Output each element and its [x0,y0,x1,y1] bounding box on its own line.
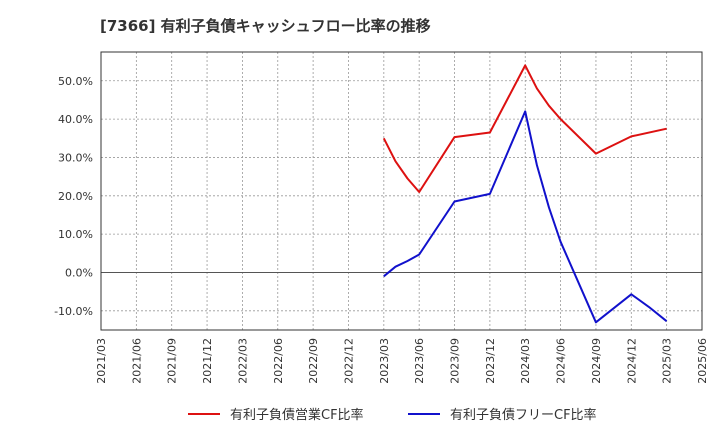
series-line-1 [382,64,667,193]
x-tick-label: 2024/12 [625,338,638,384]
series-layer [382,64,668,324]
x-tick-label: 2021/09 [166,338,179,384]
plot-frame [100,51,703,331]
x-tick-label: 2022/09 [307,338,320,384]
x-tick-label: 2023/03 [378,338,391,384]
chart-title: [7366] 有利子負債キャッシュフロー比率の推移 [100,17,431,35]
x-tick-label: 2021/03 [95,338,108,384]
legend-label: 有利子負債営業CF比率 [230,407,364,423]
legend: 有利子負債営業CF比率 有利子負債フリーCF比率 [188,407,597,423]
x-axis-ticks: 2021/03 2021/06 2021/09 2021/12 2022/03 2022/… [95,338,709,384]
x-tick-label: 2023/06 [413,338,426,384]
series-line-2 [383,110,668,324]
x-tick-label: 2021/12 [201,338,214,384]
x-tick-label: 2022/03 [236,338,249,384]
x-tick-label: 2021/06 [130,338,143,384]
y-tick-label: -10.0% [54,305,93,318]
y-tick-label: 0.0% [65,266,93,279]
x-tick-label: 2022/12 [342,338,355,384]
x-tick-label: 2024/09 [590,338,603,384]
x-tick-label: 2024/06 [555,338,568,384]
y-tick-label: 20.0% [58,190,93,203]
y-tick-label: 50.0% [58,75,93,88]
legend-label: 有利子負債フリーCF比率 [450,407,597,423]
x-tick-label: 2024/03 [519,338,532,384]
x-tick-label: 2023/09 [449,338,462,384]
x-tick-label: 2022/06 [272,338,285,384]
y-tick-label: 40.0% [58,113,93,126]
grid [100,52,703,330]
x-tick-label: 2025/06 [696,338,709,384]
y-tick-label: 30.0% [58,151,93,164]
y-axis-ticks: -10.0% 0.0% 10.0% 20.0% 30.0% 40.0% 50.0% [54,75,93,318]
y-tick-label: 10.0% [58,228,93,241]
x-tick-label: 2023/12 [484,338,497,384]
x-tick-label: 2025/03 [661,338,674,384]
